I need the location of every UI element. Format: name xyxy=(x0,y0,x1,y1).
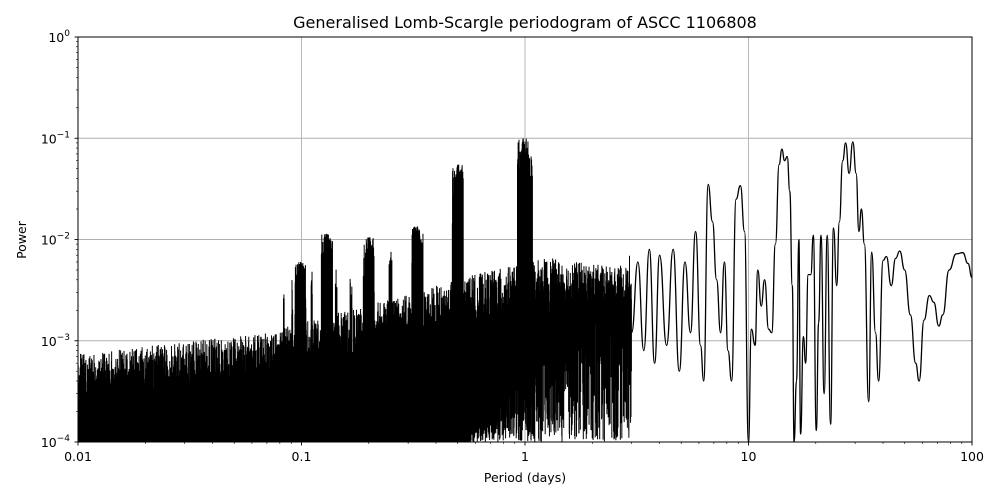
plot-area xyxy=(78,138,972,442)
y-tick-label: 10−4 xyxy=(41,434,70,450)
chart-title: Generalised Lomb-Scargle periodogram of … xyxy=(293,13,757,32)
y-tick-label: 10−1 xyxy=(41,130,70,146)
x-tick-label: 10 xyxy=(741,449,757,464)
data-series-noise xyxy=(78,138,632,442)
x-tick-label: 0.1 xyxy=(292,449,312,464)
x-tick-label: 1 xyxy=(521,449,529,464)
y-tick-label: 10−3 xyxy=(41,333,70,349)
y-tick-label: 10−2 xyxy=(41,232,70,248)
x-tick-label: 100 xyxy=(960,449,984,464)
x-axis-ticks: 0.01 0.1 1 10 100 xyxy=(64,442,984,464)
y-tick-label: 100 xyxy=(48,29,70,45)
data-series-curve xyxy=(630,141,972,442)
y-axis-ticks: 10−4 10−3 10−2 10−1 100 xyxy=(41,29,78,450)
y-axis-label: Power xyxy=(14,220,29,259)
x-axis-label: Period (days) xyxy=(484,470,566,485)
x-tick-label: 0.01 xyxy=(64,449,92,464)
